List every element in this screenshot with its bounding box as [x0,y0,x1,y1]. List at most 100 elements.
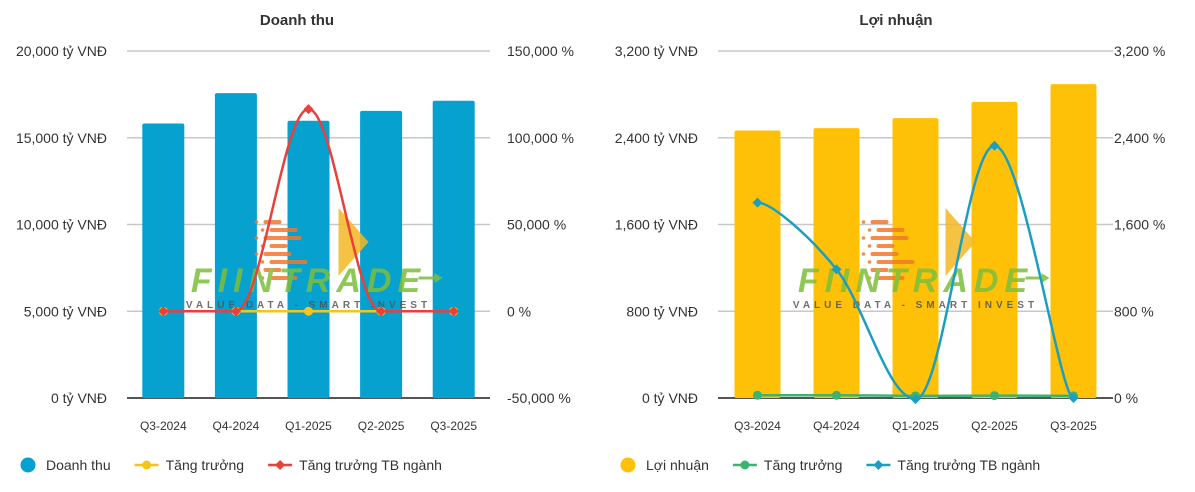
data-point-diamond [448,306,459,317]
watermark-stripe [269,244,288,248]
data-point-diamond [831,264,842,275]
bar [287,120,330,398]
left-axis-tick-label: 1,600 tỷ VNĐ [615,217,698,233]
watermark-stripe [269,276,298,280]
right-axis-tick-label: -50,000 % [507,390,571,406]
legend-label: Tăng trưởng [764,457,842,473]
bar [432,100,475,399]
watermark-stripe [870,220,889,224]
line-series [158,104,459,317]
chart-title: Doanh thu [260,12,334,29]
bar [360,110,403,399]
watermark-tagline: VALUE DATA - SMART INVEST [793,300,1038,311]
left-axis-tick-label: 0 tỷ VNĐ [642,390,698,406]
x-axis-tick-label: Q1-2025 [892,419,939,433]
data-point-diamond [158,306,169,317]
right-axis-tick-label: 100,000 % [507,130,574,146]
watermark-stripe [876,260,915,264]
watermark-stripe [876,276,905,280]
data-point-circle [832,390,841,400]
watermark-dot [861,220,866,224]
x-axis-tick-label: Q3-2024 [140,419,187,433]
left-axis-tick-label: 20,000 tỷ VNĐ [16,43,107,59]
bar [142,123,185,398]
watermark-dot [861,252,866,256]
watermark-stripe [263,252,292,256]
watermark-dot [861,268,866,272]
data-point-diamond [303,104,314,115]
legend-symbol-diamond [275,460,286,470]
bar-series [734,84,1097,399]
bar [734,130,781,398]
legend-label: Tăng trưởng TB ngành [897,457,1040,473]
legend-symbol-diamond [873,460,884,470]
watermark-stripe [876,228,905,232]
x-axis-tick-label: Q4-2024 [213,419,260,433]
right-axis-tick-label: 2,400 % [1114,130,1165,146]
x-axis-tick-label: Q3-2024 [734,419,781,433]
data-point-diamond [1068,393,1079,403]
left-axis-tick-label: 0 tỷ VNĐ [51,390,107,406]
watermark-stripe [870,252,899,256]
profit-chart: Lợi nhuận 3,200 tỷ VNĐ 3,200 % 2,400 tỷ VNĐ… [615,12,1166,473]
legend-symbol-circle [620,457,636,473]
right-axis-tick-label: 1,600 % [1114,217,1165,233]
bar [1050,84,1097,398]
x-axis-tick-label: Q2-2025 [358,419,405,433]
data-point-diamond [376,306,387,317]
right-axis-tick-label: 0 % [1114,390,1138,406]
watermark-dot [254,236,259,240]
watermark-stripe [870,236,909,240]
data-point-diamond [752,197,763,208]
bar [813,128,860,398]
x-axis-tick-label: Q4-2024 [813,419,860,433]
data-point-diamond [989,140,1000,151]
legend-label: Doanh thu [46,457,111,473]
bar-series [142,93,475,399]
x-axis-tick-label: Q3-2025 [430,419,477,433]
watermark-dot [260,228,265,232]
watermark-stripe [263,236,302,240]
watermark-stripe [870,268,889,272]
right-axis-tick-label: 150,000 % [507,43,574,59]
legend-item: Tăng trưởng [732,457,842,473]
watermark-dot [867,276,872,280]
bar [892,118,939,399]
watermark-stripe [269,228,298,232]
watermark-arrowhead [1041,273,1050,283]
watermark-dot [260,276,265,280]
legend: Lợi nhuận Tăng trưởng Tăng trưởng TB ngành [620,457,1040,473]
legend-symbol-circle [740,460,750,470]
right-axis-tick-label: 800 % [1114,303,1154,319]
data-point-circle [304,306,313,316]
bar [971,101,1018,399]
bar [214,93,257,399]
chart-title: Lợi nhuận [859,12,932,29]
watermark-stripe [269,260,308,264]
data-point-diamond [910,394,921,405]
right-axis-tick-label: 3,200 % [1114,43,1165,59]
line-series [752,140,1079,405]
watermark-dot [260,260,265,264]
watermark-dot [254,252,259,256]
legend-item: Lợi nhuận [620,457,709,473]
left-axis-tick-label: 10,000 tỷ VNĐ [16,217,107,233]
watermark-dot [867,260,872,264]
watermark-dot [867,228,872,232]
watermark-dot [254,220,259,224]
x-axis-tick-label: Q2-2025 [971,419,1018,433]
right-axis-tick-label: 0 % [507,303,531,319]
legend-label: Lợi nhuận [646,457,709,473]
legend-item: Tăng trưởng TB ngành [268,457,442,473]
legend-item: Doanh thu [20,457,111,473]
left-axis-tick-label: 2,400 tỷ VNĐ [615,130,698,146]
legend: Doanh thu Tăng trưởng Tăng trưởng TB ngành [20,457,442,473]
legend-item: Tăng trưởng [134,457,244,473]
legend-label: Tăng trưởng TB ngành [299,457,442,473]
watermark-dot [867,244,872,248]
data-point-diamond [230,306,241,317]
data-point-circle [753,390,762,400]
left-axis-tick-label: 5,000 tỷ VNĐ [24,303,107,319]
watermark-stripe [263,268,282,272]
